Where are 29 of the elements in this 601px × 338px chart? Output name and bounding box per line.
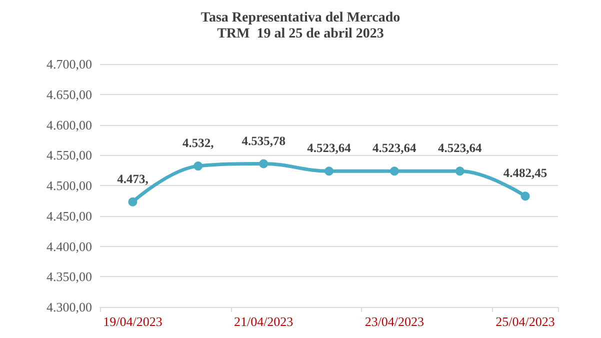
y-tick-label: 4.700,00: [46, 56, 92, 72]
point: [194, 162, 203, 171]
data-label: 4.535,78: [242, 134, 286, 148]
chart-subtitle: TRM 19 al 25 de abril 2023: [217, 26, 384, 42]
point: [520, 192, 530, 201]
y-tick-label: 4.450,00: [46, 208, 92, 224]
point: [128, 197, 138, 206]
y-tick-label: 4.550,00: [46, 148, 92, 163]
data-label: 4.523,64: [307, 141, 352, 156]
y-tick-label: 4.350,00: [46, 269, 92, 284]
x-tick-label: 23/04/2023: [364, 314, 424, 329]
data-label: 4.482,45: [503, 166, 548, 180]
data-label: 4.532,: [182, 136, 214, 150]
chart-title: Tasa Representativa del Mercado: [200, 10, 400, 26]
x-tick-label: 19/04/2023: [103, 314, 162, 329]
data-label: 4.523,64: [438, 141, 482, 156]
point: [324, 166, 334, 176]
point: [390, 166, 399, 176]
point: [259, 159, 268, 168]
x-tick-label: 25/04/2023: [496, 314, 555, 329]
data-label: 4.473,: [117, 172, 148, 186]
point: [455, 166, 464, 176]
y-tick-label: 4.600,00: [46, 117, 92, 132]
y-tick-label: 4.650,00: [46, 86, 92, 102]
y-tick-label: 4.400,00: [46, 238, 92, 254]
y-tick-label: 4.500,00: [46, 178, 92, 193]
y-tick-label: 4.300,00: [46, 300, 92, 314]
data-label: 4.523,64: [372, 141, 418, 156]
x-tick-label: 21/04/2023: [234, 314, 294, 329]
